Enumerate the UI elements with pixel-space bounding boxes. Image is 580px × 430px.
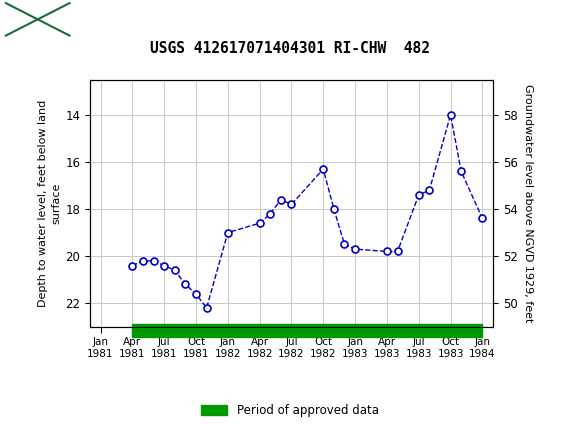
Polygon shape [6,3,70,36]
Legend: Period of approved data: Period of approved data [197,399,383,422]
Y-axis label: Groundwater level above NGVD 1929, feet: Groundwater level above NGVD 1929, feet [523,84,533,322]
Text: USGS: USGS [84,10,128,28]
Y-axis label: Depth to water level, feet below land
surface: Depth to water level, feet below land su… [38,100,61,307]
Text: USGS 412617071404301 RI-CHW  482: USGS 412617071404301 RI-CHW 482 [150,41,430,56]
